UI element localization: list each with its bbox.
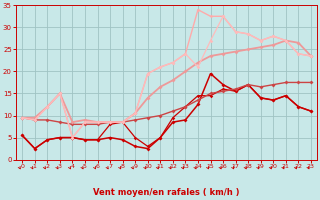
- X-axis label: Vent moyen/en rafales ( km/h ): Vent moyen/en rafales ( km/h ): [93, 188, 240, 197]
